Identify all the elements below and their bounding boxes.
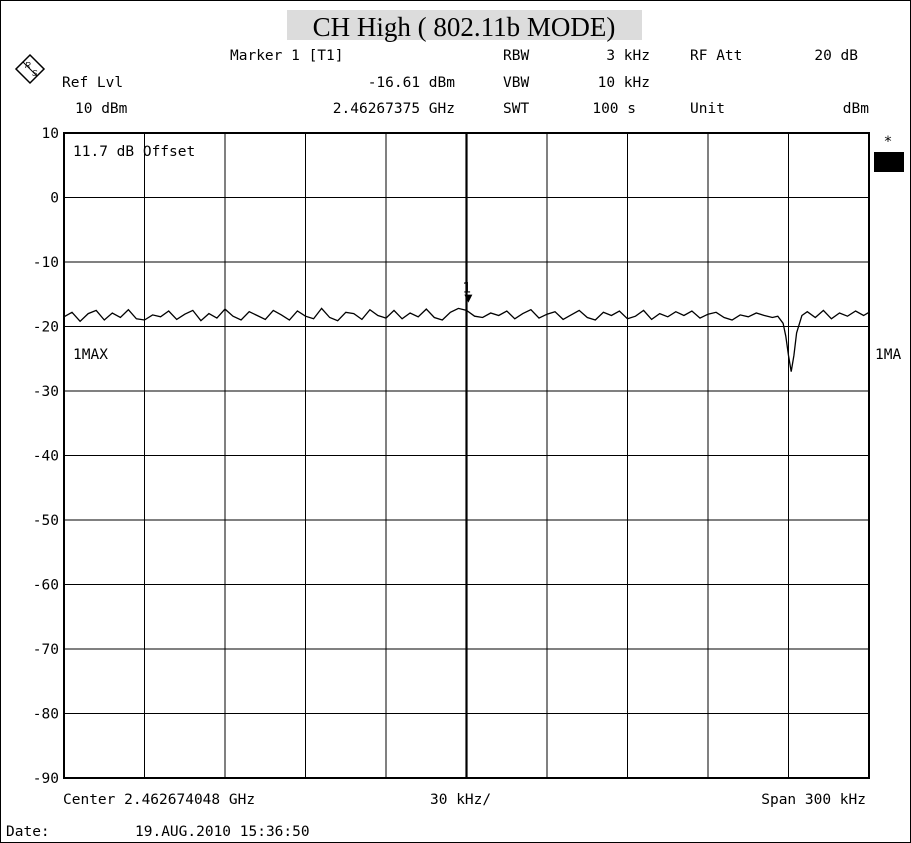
swt-label: SWT <box>503 101 529 117</box>
ref-lvl-value: 10 dBm <box>75 101 128 117</box>
ref-lvl-label: Ref Lvl <box>62 75 123 91</box>
y-tick-label: -80 <box>33 707 59 723</box>
y-tick-label: -30 <box>33 384 59 400</box>
svg-text:S: S <box>32 69 38 78</box>
rs-logo-icon: R S <box>14 53 46 85</box>
y-tick-label: -20 <box>33 320 59 336</box>
trace-1-line <box>63 307 870 372</box>
y-tick-label: 10 <box>42 126 59 142</box>
date-value: 19.AUG.2010 15:36:50 <box>135 824 310 840</box>
y-tick-label: -40 <box>33 449 59 465</box>
rf-att-label: RF Att <box>690 48 742 64</box>
date-label: Date: <box>6 824 50 840</box>
rf-att-value: 20 dB <box>814 48 858 64</box>
title-background <box>287 10 642 40</box>
rbw-value: 3 kHz <box>606 48 650 64</box>
vbw-value: 10 kHz <box>598 75 650 91</box>
y-tick-label: -70 <box>33 642 59 658</box>
marker-1-triangle <box>464 294 473 303</box>
swt-value: 100 s <box>592 101 636 117</box>
vbw-label: VBW <box>503 75 529 91</box>
marker-label: Marker 1 [T1] <box>230 48 344 64</box>
center-frequency: Center 2.462674048 GHz <box>63 792 255 808</box>
y-tick-label: -60 <box>33 578 59 594</box>
division-label: 30 kHz/ <box>430 792 491 808</box>
y-tick-label: -90 <box>33 771 59 787</box>
unit-label: Unit <box>690 101 725 117</box>
chart-title: CH High ( 802.11b MODE) <box>313 12 616 42</box>
y-tick-label: -10 <box>33 255 59 271</box>
y-tick-label: 0 <box>50 191 59 207</box>
trace-label-left: 1MAX <box>73 347 108 363</box>
offset-label: 11.7 dB Offset <box>73 144 195 160</box>
marker-level: -16.61 dBm <box>368 75 456 91</box>
overload-indicator <box>874 152 904 172</box>
trace-label-right: 1MA <box>875 347 901 363</box>
span-label: Span 300 kHz <box>761 792 866 808</box>
unit-value: dBm <box>843 101 869 117</box>
star-indicator: * <box>884 134 893 150</box>
marker-1: 1 <box>462 281 473 303</box>
svg-text:R: R <box>25 61 31 70</box>
y-tick-label: -50 <box>33 513 59 529</box>
rbw-label: RBW <box>503 48 529 64</box>
marker-frequency: 2.46267375 GHz <box>333 101 455 117</box>
marker-1-label: 1 <box>462 281 471 297</box>
y-tick-labels: 10 0 -10 -20 -30 -40 -50 -60 -70 -80 -90 <box>33 126 59 787</box>
